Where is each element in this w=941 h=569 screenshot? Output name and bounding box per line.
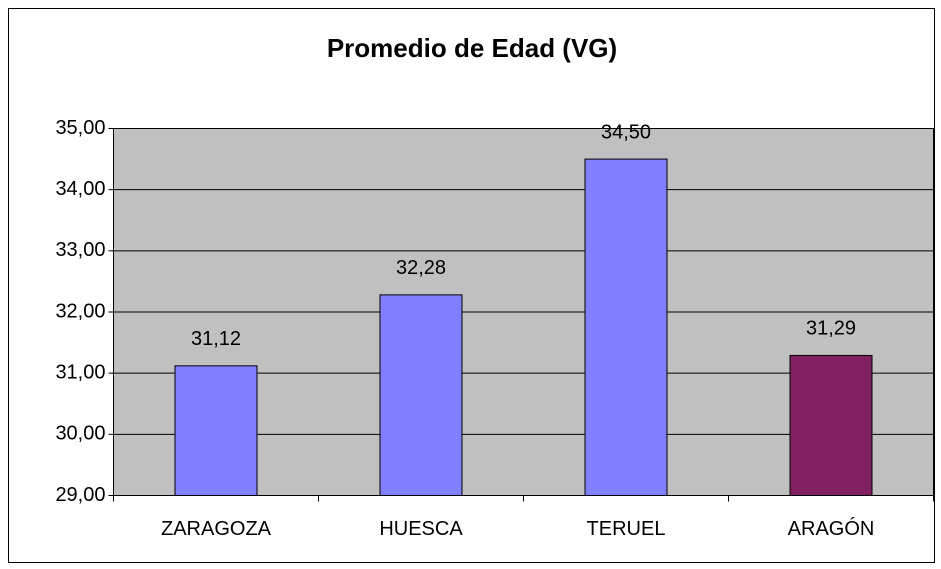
data-label: 34,50 bbox=[601, 121, 651, 143]
data-label: 31,29 bbox=[806, 318, 856, 340]
y-tick-label: 32,00 bbox=[55, 300, 105, 322]
y-tick-label: 33,00 bbox=[55, 239, 105, 261]
bar bbox=[174, 365, 258, 496]
x-tick-label: ZARAGOZA bbox=[161, 518, 272, 540]
x-tick-label: ARAGÓN bbox=[788, 517, 875, 540]
y-tick-label: 29,00 bbox=[55, 484, 105, 506]
y-tick-label: 35,00 bbox=[55, 117, 105, 139]
y-tick-label: 34,00 bbox=[55, 178, 105, 200]
y-tick-label: 30,00 bbox=[55, 423, 105, 445]
x-tick-label: TERUEL bbox=[587, 518, 666, 540]
data-label: 31,12 bbox=[191, 328, 241, 350]
chart-title: Promedio de Edad (VG) bbox=[327, 33, 617, 63]
bar bbox=[584, 158, 668, 496]
y-tick-label: 31,00 bbox=[55, 361, 105, 383]
bar bbox=[379, 294, 463, 496]
data-label: 32,28 bbox=[396, 257, 446, 279]
bar bbox=[789, 354, 873, 497]
x-tick-label: HUESCA bbox=[379, 518, 463, 540]
